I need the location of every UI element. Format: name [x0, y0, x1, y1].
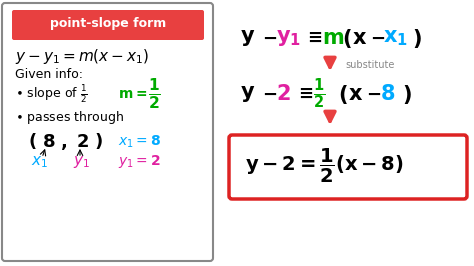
Text: $\mathbf{-}$: $\mathbf{-}$: [370, 29, 385, 47]
FancyBboxPatch shape: [12, 10, 204, 40]
Text: $\mathbf{m}$: $\mathbf{m}$: [322, 28, 344, 48]
FancyArrowPatch shape: [325, 111, 335, 121]
Text: $\mathbf{\equiv}$: $\mathbf{\equiv}$: [295, 85, 314, 103]
Text: $y_1 = \mathbf{2}$: $y_1 = \mathbf{2}$: [118, 153, 161, 171]
Text: $x_1$: $x_1$: [31, 154, 48, 170]
Text: $\mathbf{\frac{1}{2}}$: $\mathbf{\frac{1}{2}}$: [313, 77, 325, 111]
Text: $\mathbf{m=}$: $\mathbf{m=}$: [118, 87, 147, 101]
Text: $\mathbf{y}$: $\mathbf{y}$: [240, 84, 255, 104]
Text: $\mathbf{\equiv}$: $\mathbf{\equiv}$: [304, 29, 323, 47]
Text: $\mathbf{8}$: $\mathbf{8}$: [380, 84, 395, 104]
Text: $\mathbf{y}$: $\mathbf{y}$: [240, 28, 255, 48]
Text: $\mathbf{(}$: $\mathbf{(}$: [342, 27, 352, 49]
Text: $\mathbf{2}$: $\mathbf{2}$: [276, 84, 291, 104]
Text: $\mathbf{x}$: $\mathbf{x}$: [348, 84, 363, 104]
Text: substitute: substitute: [345, 60, 394, 70]
Text: $\mathbf{\frac{1}{2}}$: $\mathbf{\frac{1}{2}}$: [148, 77, 161, 111]
Text: Given info:: Given info:: [15, 68, 83, 81]
Text: $\bullet$ slope of $\frac{1}{2}$: $\bullet$ slope of $\frac{1}{2}$: [15, 83, 88, 105]
Text: $x_1 = \mathbf{8}$: $x_1 = \mathbf{8}$: [118, 134, 161, 150]
Text: $\mathbf{y_1}$: $\mathbf{y_1}$: [276, 28, 301, 48]
FancyBboxPatch shape: [229, 135, 467, 199]
Text: $\mathbf{(\ 8\ ,\ 2\ )}$: $\mathbf{(\ 8\ ,\ 2\ )}$: [28, 131, 104, 152]
Text: $y_1$: $y_1$: [73, 154, 91, 170]
Text: $\mathbf{)}$: $\mathbf{)}$: [412, 27, 422, 49]
Text: $\mathbf{)}$: $\mathbf{)}$: [402, 82, 412, 106]
Text: $y - y_1 = m(x - x_1)$: $y - y_1 = m(x - x_1)$: [15, 47, 149, 65]
FancyArrowPatch shape: [325, 57, 335, 67]
Text: $\mathbf{y-2=\dfrac{1}{2}(x-8)}$: $\mathbf{y-2=\dfrac{1}{2}(x-8)}$: [245, 147, 403, 185]
Text: $\mathbf{-}$: $\mathbf{-}$: [262, 85, 277, 103]
Text: point-slope form: point-slope form: [50, 18, 166, 31]
Text: $\mathbf{x_1}$: $\mathbf{x_1}$: [383, 28, 408, 48]
Text: $\mathbf{-}$: $\mathbf{-}$: [366, 85, 381, 103]
Text: $\mathbf{(}$: $\mathbf{(}$: [338, 82, 348, 106]
Text: $\bullet$ passes through: $\bullet$ passes through: [15, 110, 124, 127]
Text: $\mathbf{-}$: $\mathbf{-}$: [262, 29, 277, 47]
FancyBboxPatch shape: [2, 3, 213, 261]
Text: $\mathbf{x}$: $\mathbf{x}$: [352, 28, 367, 48]
